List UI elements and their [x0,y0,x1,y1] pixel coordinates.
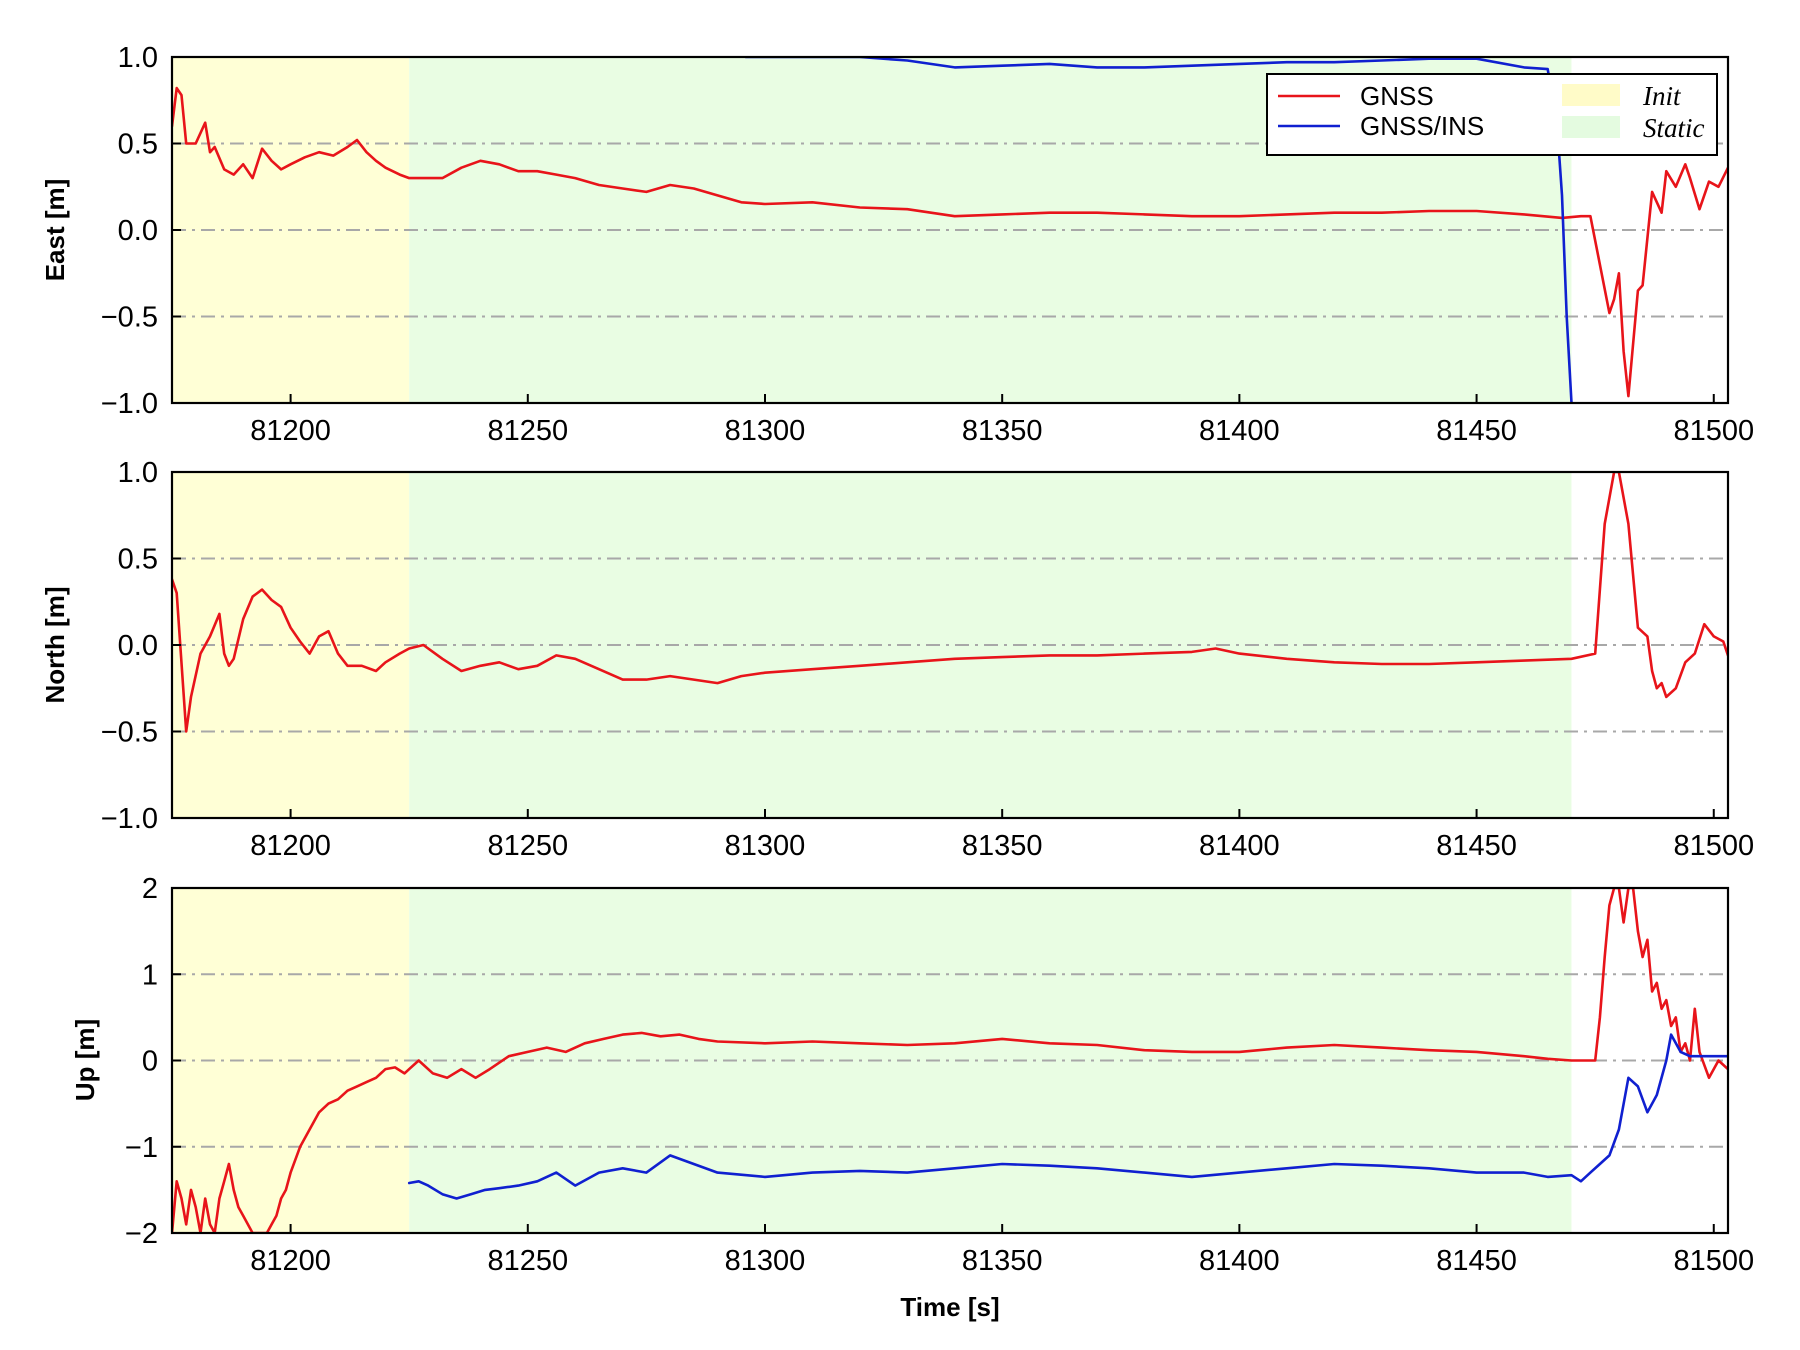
east-ytick-label: −0.5 [101,302,158,334]
up-ytick-label: −1 [125,1132,158,1164]
north-ytick-label: −1.0 [101,803,158,835]
north-ytick-label: 1.0 [118,457,158,489]
up-xtick-label: 81450 [1436,1245,1517,1277]
north-panel: 81200 81250 81300 81350 81400 81450 81500 −1.0 −… [40,457,1754,862]
north-ticks: 81200 81250 81300 81350 81400 81450 81500 −1.0 −… [101,457,1754,862]
east-ytick-label: −1.0 [101,388,158,420]
north-series-layer [172,472,1728,733]
north-ytick-label: 0.5 [118,544,158,576]
up-xtick-label: 81400 [1199,1245,1280,1277]
north-xtick-label: 81400 [1199,830,1280,862]
north-gridlines [172,557,1728,733]
north-xtick-label: 81350 [962,830,1043,862]
up-panel: 81200 81250 81300 81350 81400 81450 81500 −2 −1 0… [70,873,1754,1322]
north-xtick-label: 81200 [250,830,331,862]
legend-init-label: Init [1642,81,1682,111]
legend: GNSS GNSS/INS Init Static [1266,73,1718,156]
east-panel: 81200 81250 81300 81350 81400 81450 81500 −1.0 −… [40,42,1754,447]
up-ytick-label: 2 [142,873,158,905]
east-xtick-label: 81500 [1673,415,1754,447]
east-ytick-label: 0.0 [118,215,158,247]
north-ytick-label: 0.0 [118,630,158,662]
legend-static-label: Static [1643,113,1705,143]
north-xtick-label: 81450 [1436,830,1517,862]
east-xtick-label: 81250 [487,415,568,447]
legend-frame [1266,73,1718,156]
east-xtick-label: 81400 [1199,415,1280,447]
up-series-gnss [172,888,1728,1233]
legend-static-patch [1562,116,1620,138]
up-ytick-label: 0 [142,1046,158,1078]
east-ytick-label: 1.0 [118,42,158,74]
up-gridlines [172,973,1728,1148]
up-xtick-label: 81350 [962,1245,1043,1277]
up-ytick-label: −2 [125,1218,158,1250]
east-xtick-label: 81300 [725,415,806,447]
north-xtick-label: 81500 [1673,830,1754,862]
up-ylabel: Up [m] [70,1019,100,1101]
north-series-gnss [172,472,1728,733]
east-xtick-label: 81350 [962,415,1043,447]
east-ytick-label: 0.5 [118,129,158,161]
up-ticks: 81200 81250 81300 81350 81400 81450 81500 −2 −1 0… [125,873,1754,1277]
east-xtick-label: 81450 [1436,415,1517,447]
legend-gnss-ins-label: GNSS/INS [1360,111,1484,141]
up-xtick-label: 81300 [725,1245,806,1277]
xlabel: Time [s] [900,1292,999,1322]
up-xtick-label: 81200 [250,1245,331,1277]
east-ylabel: East [m] [40,179,70,282]
up-series-gnss-ins [407,1033,1728,1200]
up-series-layer [172,888,1728,1233]
north-xtick-label: 81300 [725,830,806,862]
north-ylabel: North [m] [40,587,70,704]
legend-gnss-label: GNSS [1360,81,1434,111]
up-xtick-label: 81250 [487,1245,568,1277]
up-xtick-label: 81500 [1673,1245,1754,1277]
legend-init-patch [1562,84,1620,106]
north-ytick-label: −0.5 [101,717,158,749]
north-xtick-label: 81250 [487,830,568,862]
up-ytick-label: 1 [142,959,158,991]
east-ticks: 81200 81250 81300 81350 81400 81450 81500 −1.0 −… [101,42,1754,447]
east-xtick-label: 81200 [250,415,331,447]
east-series-gnss [172,86,1728,398]
